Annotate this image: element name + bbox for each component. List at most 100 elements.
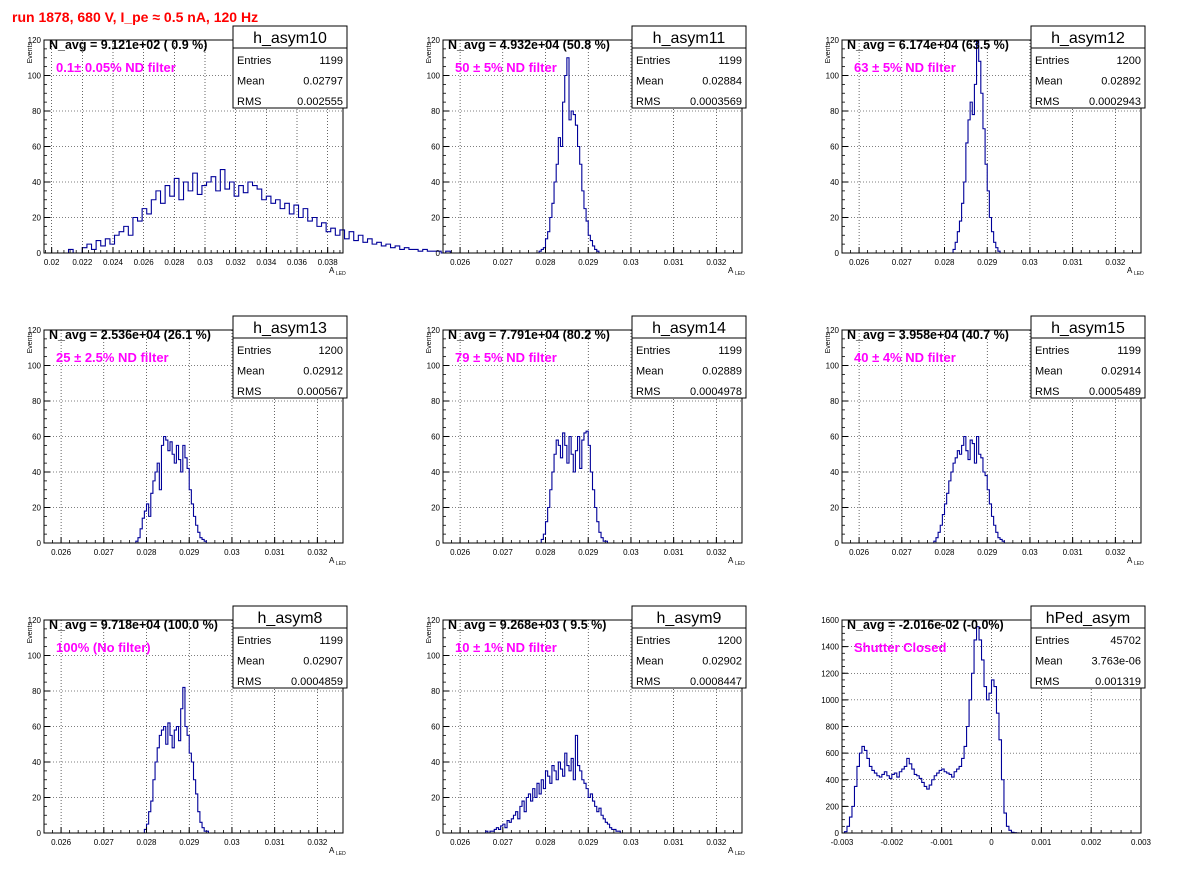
stat-value: 1199 (319, 635, 343, 647)
y-tick-label: 40 (830, 178, 839, 187)
stat-value: 45702 (1110, 635, 1141, 647)
x-tick-label: 0.032 (1105, 548, 1126, 557)
stat-value: 0.0004859 (291, 676, 343, 688)
histogram-name: h_asym12 (1051, 30, 1125, 47)
histogram-series (933, 435, 1005, 543)
y-tick-label: 40 (830, 468, 839, 477)
panel-h_asym8: 0.026 0.027 0.028 0.029 0.03 0.031 0.032 0 20 40 6… (27, 605, 348, 857)
x-tick-label: 0.031 (265, 548, 286, 557)
histogram-name: h_asym8 (258, 610, 323, 627)
x-tick-label: 0.031 (664, 258, 685, 267)
x-tick-label: 0.028 (136, 548, 157, 557)
filter-note: 10 ± 1% ND filter (455, 640, 557, 655)
stat-value: 0.0003569 (690, 96, 742, 108)
stat-value: 1200 (1117, 55, 1141, 67)
stat-label: Mean (1035, 656, 1063, 668)
stats-box (1030, 605, 1146, 689)
histogram-series (135, 435, 207, 543)
y-tick-label: 0 (37, 539, 42, 548)
y-axis-title: Events (426, 332, 433, 354)
y-tick-label: 100 (28, 362, 42, 371)
stat-label: Entries (237, 635, 272, 647)
x-tick-label: 0.032 (307, 838, 328, 847)
y-tick-label: 40 (32, 758, 41, 767)
x-tick-label: -0.002 (880, 838, 903, 847)
x-tick-label: 0.032 (307, 548, 328, 557)
stat-label: Mean (636, 656, 664, 668)
panel-h_asym13: 0.026 0.027 0.028 0.029 0.03 0.031 0.032 0 20 40 6… (27, 315, 348, 567)
histogram-series (540, 430, 608, 543)
y-tick-label: 60 (431, 143, 440, 152)
y-tick-label: 120 (427, 616, 441, 625)
y-tick-label: 60 (431, 723, 440, 732)
x-tick-label: 0.032 (706, 258, 727, 267)
x-tick-label: 0.031 (664, 548, 685, 557)
stat-label: RMS (237, 386, 261, 398)
histogram-name: h_asym14 (652, 320, 726, 337)
y-tick-label: 20 (431, 794, 440, 803)
x-tick-label: -0.003 (831, 838, 854, 847)
y-tick-label: 120 (427, 36, 441, 45)
y-tick-label: 40 (32, 178, 41, 187)
y-tick-label: 80 (431, 107, 440, 116)
stat-label: RMS (1035, 386, 1059, 398)
y-tick-label: 40 (431, 468, 440, 477)
filter-note: 79 ± 5% ND filter (455, 350, 557, 365)
stat-value: 0.02889 (702, 366, 742, 378)
panel-h_asym14: 0.026 0.027 0.028 0.029 0.03 0.031 0.032 0 20 40 6… (426, 315, 747, 567)
y-tick-label: 20 (830, 504, 839, 513)
stats-box (232, 25, 348, 109)
stat-label: RMS (237, 96, 261, 108)
x-tick-label: 0.028 (535, 838, 556, 847)
stat-value: 3.763e-06 (1091, 656, 1141, 668)
panel-h_asym12: 0.026 0.027 0.028 0.029 0.03 0.031 0.032 0 20 40 6… (825, 25, 1146, 277)
y-tick-label: 80 (830, 107, 839, 116)
x-tick-label: 0.026 (134, 258, 155, 267)
stat-value: 1199 (718, 55, 742, 67)
y-tick-label: 20 (32, 794, 41, 803)
x-axis-title-sub: LED (336, 851, 346, 857)
x-tick-label: 0.026 (849, 548, 870, 557)
y-tick-label: 80 (32, 687, 41, 696)
stat-value: 0.0005489 (1089, 386, 1141, 398)
stat-label: RMS (636, 386, 660, 398)
y-tick-label: 60 (32, 143, 41, 152)
y-tick-label: 400 (826, 776, 840, 785)
y-axis-title: Events (27, 42, 34, 64)
x-tick-label: 0.031 (1063, 258, 1084, 267)
y-tick-label: 1200 (821, 669, 839, 678)
filter-note: 40 ± 4% ND filter (854, 350, 956, 365)
y-tick-label: 40 (431, 758, 440, 767)
y-tick-label: 80 (32, 107, 41, 116)
x-tick-label: 0.034 (256, 258, 277, 267)
x-tick-label: 0.03 (224, 838, 240, 847)
y-tick-label: 100 (427, 72, 441, 81)
stat-label: Mean (1035, 76, 1063, 88)
navg-label: N_avg = 4.932e+04 (50.8 %) (448, 38, 610, 52)
x-tick-label: 0.027 (493, 548, 514, 557)
histogram-series (952, 39, 1001, 253)
y-tick-label: 1400 (821, 643, 839, 652)
x-tick-label: 0.029 (179, 548, 200, 557)
stat-label: Entries (1035, 345, 1070, 357)
x-tick-label: 0.032 (706, 548, 727, 557)
x-axis-title: A (728, 556, 734, 565)
x-tick-label: -0.001 (930, 838, 953, 847)
x-axis-title-sub: LED (1134, 561, 1144, 567)
histogram-series (143, 686, 209, 833)
y-axis-title: Events (825, 332, 832, 354)
x-axis-title-sub: LED (735, 271, 745, 277)
histogram-name: hPed_asym (1046, 610, 1131, 627)
stats-box (232, 315, 348, 399)
x-tick-label: 0.03 (623, 548, 639, 557)
x-tick-label: 0.028 (136, 838, 157, 847)
filter-note: 50 ± 5% ND filter (455, 60, 557, 75)
stat-value: 0.02797 (303, 76, 343, 88)
x-axis-title-sub: LED (336, 271, 346, 277)
y-tick-label: 0 (436, 539, 441, 548)
x-axis-title: A (1127, 556, 1133, 565)
stat-label: Entries (237, 345, 272, 357)
x-tick-label: 0.026 (450, 548, 471, 557)
x-tick-label: 0.027 (94, 548, 115, 557)
